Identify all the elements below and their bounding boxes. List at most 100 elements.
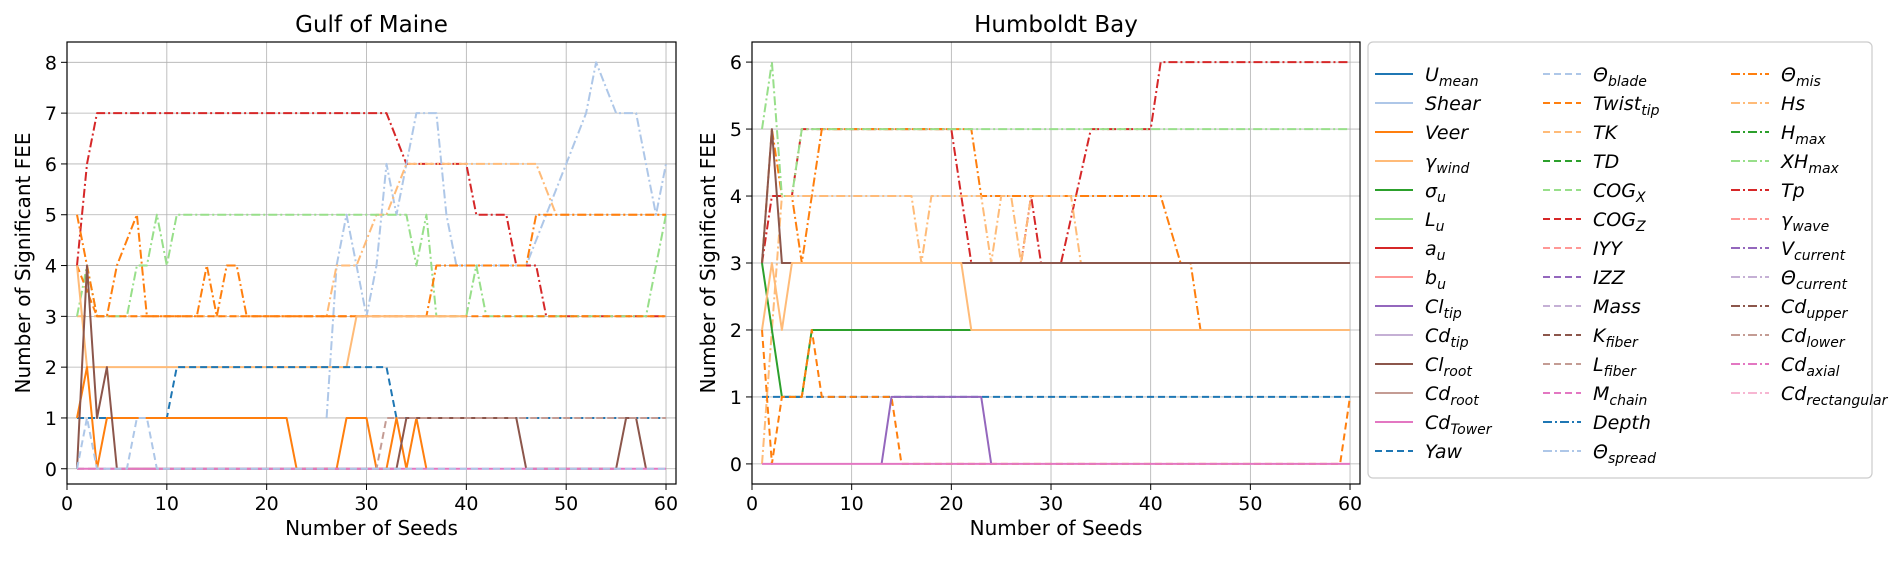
legend-label: Θcurrent	[1781, 267, 1848, 293]
legend-item-cl-root: Clroot	[1375, 354, 1472, 380]
legend-item-cog-z: COGZ	[1543, 209, 1646, 235]
legend-label: Cdroot	[1425, 383, 1479, 409]
legend-frame	[1367, 41, 1873, 479]
y-tick-label: 3	[45, 306, 57, 328]
series-line-cltip	[880, 395, 993, 465]
legend-item-current: Θcurrent	[1731, 267, 1848, 293]
legend-item-twist-tip: Twisttip	[1543, 93, 1660, 119]
series-line-mis	[761, 128, 1350, 331]
legend-item-depth: Depth	[1543, 412, 1651, 434]
x-axis-label: Number of Seeds	[970, 516, 1143, 540]
legend-label: Twisttip	[1593, 93, 1660, 119]
legend-label: Mass	[1593, 296, 1641, 318]
x-tick-label: 50	[554, 493, 578, 515]
legend-item-hs: Hs	[1731, 93, 1805, 115]
series-line-clroot	[76, 264, 647, 470]
legend-label: COGX	[1593, 180, 1646, 206]
x-tick-label: 20	[939, 493, 963, 515]
legend-item-cd-tip: Cdtip	[1375, 325, 1469, 351]
x-tick-label: 40	[1139, 493, 1163, 515]
legend-item-td: TD	[1543, 151, 1619, 173]
legend-item-v-current: Vcurrent	[1731, 238, 1846, 264]
x-tick-label: 0	[746, 493, 758, 515]
legend-item-blade: Θblade	[1543, 64, 1647, 90]
legend-item-k-fiber: Kfiber	[1543, 325, 1639, 351]
legend-item-veer: Veer	[1375, 122, 1469, 144]
legend-item-xh-max: XHmax	[1731, 151, 1840, 177]
legend-item-tk: TK	[1543, 122, 1619, 144]
series-line-spread	[325, 61, 667, 419]
y-tick-label: 3	[730, 253, 742, 275]
legend-label: Θmis	[1781, 64, 1821, 90]
legend-item-shear: Shear	[1375, 93, 1481, 115]
y-tick-label: 2	[45, 357, 57, 379]
legend-item-a-u: au	[1375, 238, 1446, 264]
legend-label: IZZ	[1593, 267, 1626, 289]
x-tick-label: 60	[1338, 493, 1362, 515]
legend-label: Cdtip	[1425, 325, 1469, 351]
legend-label: au	[1425, 238, 1446, 264]
legend-item-mis: Θmis	[1731, 64, 1821, 90]
x-tick-label: 30	[1039, 493, 1063, 515]
plot-frame	[66, 41, 677, 485]
series-line-yaw	[77, 366, 666, 419]
y-tick-label: 1	[730, 387, 742, 409]
legend-item-h-max: Hmax	[1731, 122, 1827, 148]
series-line-blade	[76, 417, 666, 470]
x-tick-label: 40	[454, 493, 478, 515]
legend-label: Shear	[1425, 93, 1481, 115]
legend-item-yaw: Yaw	[1375, 441, 1463, 463]
legend-item-cd-root: Cdroot	[1375, 383, 1479, 409]
chart-title: Humboldt Bay	[974, 12, 1138, 38]
chart-humboldt-bay: 0 10 20 30 40 50 60 0 1 2 3 4 5 6 Humboldt Bay Number o…	[696, 12, 1362, 540]
legend-item-m-chain: Mchain	[1543, 383, 1647, 409]
series-line-tp	[761, 61, 1350, 264]
legend-item-l-u: Lu	[1375, 209, 1445, 235]
legend-label: Kfiber	[1593, 325, 1639, 351]
legend-label: TK	[1593, 122, 1619, 144]
legend-item-izz: IZZ	[1543, 267, 1626, 289]
legend-item-mass: Mass	[1543, 296, 1641, 318]
y-tick-label: 5	[730, 119, 742, 141]
legend-label: TD	[1593, 151, 1619, 173]
legend-label: Vcurrent	[1781, 238, 1846, 264]
x-tick-label: 10	[840, 493, 864, 515]
legend-label: Mchain	[1593, 383, 1647, 409]
legend-label: Θblade	[1593, 64, 1647, 90]
legend-item-cog-x: COGX	[1543, 180, 1646, 206]
legend-item-wind: γwind	[1375, 151, 1469, 177]
legend-label: Veer	[1425, 122, 1469, 144]
y-tick-label: 7	[45, 103, 57, 125]
legend-item-iyy: IYY	[1543, 238, 1623, 260]
legend-label: Hs	[1781, 93, 1805, 115]
legend-item-u: σu	[1375, 180, 1446, 206]
x-axis-label: Number of Seeds	[285, 516, 458, 540]
x-tick-label: 0	[61, 493, 73, 515]
legend-label: Lu	[1425, 209, 1445, 235]
series-line-twisttip	[761, 329, 1351, 465]
legend-item-cd-upper: Cdupper	[1731, 296, 1849, 322]
legend: Umean Shear Veer γwind σu Lu au bu Cltip Cdtip Clr…	[1367, 41, 1889, 479]
legend-label: Cdaxial	[1781, 354, 1840, 380]
legend-label: σu	[1425, 180, 1446, 206]
series-line-hs	[77, 162, 666, 318]
y-tick-label: 6	[730, 52, 742, 74]
legend-label: Lfiber	[1593, 354, 1637, 380]
legend-item-spread: Θspread	[1543, 441, 1656, 467]
legend-label: Depth	[1593, 412, 1651, 434]
legend-label: Umean	[1425, 64, 1479, 90]
series-line-tp	[76, 112, 666, 318]
legend-item-tp: Tp	[1731, 180, 1805, 202]
y-tick-label: 0	[45, 459, 57, 481]
y-tick-label: 0	[730, 454, 742, 476]
legend-label: XHmax	[1780, 151, 1840, 177]
series-line-wind	[761, 262, 1350, 331]
series-line-mis	[76, 213, 666, 318]
x-tick-label: 50	[1238, 493, 1262, 515]
legend-label: Clroot	[1425, 354, 1472, 380]
y-tick-label: 5	[45, 205, 57, 227]
legend-item-cd-lower: Cdlower	[1731, 325, 1846, 351]
legend-item-cd-rectangular: Cdrectangular	[1731, 383, 1889, 409]
y-tick-label: 6	[45, 154, 57, 176]
